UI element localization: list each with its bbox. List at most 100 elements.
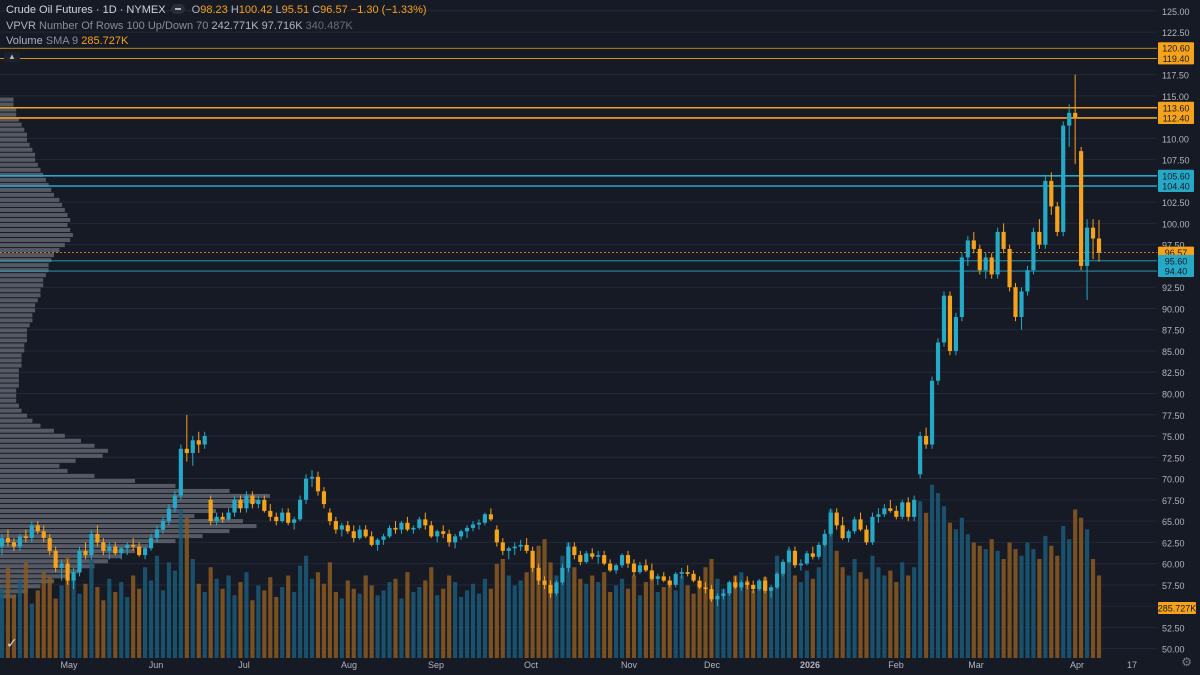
volume-bar bbox=[1007, 542, 1012, 658]
candle-body bbox=[977, 248, 982, 271]
settings-gear-icon[interactable]: ⚙ bbox=[1181, 655, 1192, 669]
volume-profile-row bbox=[0, 463, 60, 468]
candle-body bbox=[226, 512, 231, 520]
candle-body bbox=[524, 544, 529, 551]
candle-body bbox=[667, 580, 672, 585]
volume-profile-row bbox=[0, 544, 149, 549]
candle-body bbox=[608, 563, 613, 571]
tradingview-logo-icon[interactable]: ✓ bbox=[6, 636, 18, 652]
volume-bar bbox=[715, 578, 720, 658]
candle-body bbox=[834, 512, 839, 526]
volume-bar bbox=[834, 550, 839, 658]
price-tick-label: 72.50 bbox=[1162, 453, 1185, 463]
volume-profile-row bbox=[0, 428, 54, 433]
vpvr-legend[interactable]: VPVR Number Of Rows 100 Up/Down 70 242.7… bbox=[6, 20, 353, 32]
volume-profile-row bbox=[0, 333, 27, 338]
volume-bar bbox=[298, 565, 303, 658]
collapse-indicators-icon[interactable]: ▲ bbox=[4, 52, 20, 62]
volume-bar bbox=[590, 575, 595, 658]
volume-bar bbox=[602, 572, 607, 658]
volume-bar bbox=[673, 590, 678, 658]
vpvr-down-value: 97.716K bbox=[261, 20, 303, 32]
volume-bar bbox=[464, 590, 470, 658]
candle-body bbox=[506, 548, 511, 551]
candle-body bbox=[1025, 270, 1030, 292]
volume-profile-row bbox=[0, 323, 30, 328]
volume-bar bbox=[238, 582, 243, 658]
volume-profile-row bbox=[0, 438, 81, 443]
candle-body bbox=[1096, 238, 1102, 253]
candle-body bbox=[1079, 151, 1084, 266]
candle-body bbox=[423, 519, 428, 526]
change-value: −1.30 (−1.33%) bbox=[350, 4, 427, 16]
volume-bar bbox=[262, 590, 267, 658]
volume-profile-row bbox=[0, 503, 243, 509]
volume-bar bbox=[1037, 559, 1042, 658]
symbol-title[interactable]: Crude Oil Futures · 1D · NYMEX bbox=[6, 4, 166, 16]
volume-sma-label: SMA 9 bbox=[45, 35, 79, 47]
volume-bar bbox=[739, 572, 744, 658]
candle-body bbox=[1067, 112, 1072, 126]
volume-profile-row bbox=[0, 348, 25, 353]
volume-profile-row bbox=[0, 202, 63, 207]
volume-bar bbox=[631, 575, 637, 658]
volume-legend[interactable]: Volume SMA 9 285.727K bbox=[6, 35, 128, 47]
candle-body bbox=[769, 587, 774, 591]
candle-body bbox=[5, 538, 11, 543]
volume-bar bbox=[1055, 555, 1060, 658]
symbol-legend: Crude Oil Futures · 1D · NYMEX O98.23 H1… bbox=[6, 3, 427, 16]
candle-body bbox=[560, 567, 565, 583]
price-badge bbox=[1158, 52, 1194, 65]
volume-bar bbox=[989, 539, 994, 658]
volume-bar bbox=[381, 590, 386, 658]
volume-profile-row bbox=[0, 177, 46, 182]
volume-bar bbox=[35, 590, 40, 658]
volume-bar bbox=[232, 595, 237, 658]
volume-bar bbox=[548, 562, 553, 658]
volume-bar bbox=[333, 592, 338, 658]
volume-bar bbox=[1013, 549, 1018, 658]
volume-profile-row bbox=[0, 529, 230, 534]
volume-profile-row bbox=[0, 343, 25, 348]
price-tick-label: 52.50 bbox=[1162, 623, 1185, 633]
volume-bar bbox=[17, 580, 22, 658]
volume-profile-row bbox=[0, 448, 108, 453]
price-tick-label: 107.50 bbox=[1162, 156, 1190, 166]
volume-bar bbox=[536, 545, 541, 658]
candle-body bbox=[399, 522, 404, 530]
volume-badge bbox=[1158, 602, 1196, 614]
candle-body bbox=[739, 582, 744, 588]
volume-profile-row bbox=[0, 363, 22, 368]
price-badge bbox=[1158, 111, 1194, 124]
volume-bar bbox=[894, 582, 899, 658]
collapse-legend-icon[interactable] bbox=[170, 4, 185, 14]
candle-body bbox=[1031, 231, 1036, 271]
candle-body bbox=[315, 476, 321, 492]
volume-bar bbox=[482, 578, 488, 658]
candle-body bbox=[619, 555, 625, 566]
price-badge bbox=[1158, 265, 1194, 278]
volume-profile-row bbox=[0, 137, 27, 142]
volume-bar bbox=[518, 580, 523, 658]
volume-profile-row bbox=[0, 338, 27, 343]
price-tick-label: 85.00 bbox=[1162, 347, 1185, 357]
volume-profile-row bbox=[0, 97, 14, 102]
price-badge-label: 105.60 bbox=[1162, 171, 1190, 181]
candle-body bbox=[512, 546, 517, 549]
volume-profile-row bbox=[0, 473, 95, 478]
candle-body bbox=[113, 546, 118, 554]
volume-bar bbox=[423, 580, 428, 658]
time-tick-label: Jul bbox=[238, 660, 250, 670]
volume-bar bbox=[435, 595, 440, 658]
price-tick-label: 60.00 bbox=[1162, 560, 1185, 570]
volume-profile-row bbox=[0, 268, 49, 273]
candle-body bbox=[906, 502, 911, 517]
candle-body bbox=[947, 295, 953, 351]
volume-bar bbox=[226, 575, 231, 658]
volume-label: Volume bbox=[6, 35, 43, 47]
candle-body bbox=[971, 240, 976, 249]
time-tick-label: Mar bbox=[968, 660, 984, 670]
price-badge-label: 112.40 bbox=[1163, 113, 1190, 123]
volume-bar bbox=[411, 592, 416, 658]
